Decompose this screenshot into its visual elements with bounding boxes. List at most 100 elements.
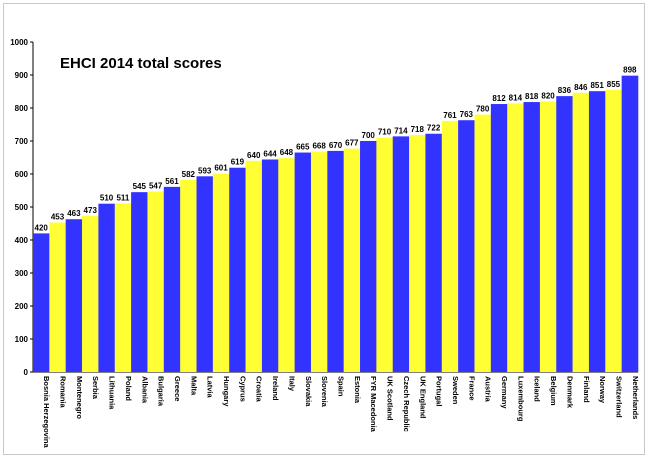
data-label: 814 <box>509 93 523 102</box>
x-axis-labels: Bosnia Herzegovina Romania Montenegro Serbi… <box>42 376 640 449</box>
data-label: 601 <box>214 164 228 173</box>
bars <box>33 75 639 373</box>
data-label: 640 <box>247 151 261 160</box>
data-label: 473 <box>84 206 98 215</box>
bar-switzerland <box>605 89 622 372</box>
data-label: 846 <box>574 83 588 92</box>
data-label: 665 <box>296 143 310 152</box>
bar-albania <box>131 192 148 372</box>
data-label: 547 <box>149 181 163 190</box>
data-label: 593 <box>198 166 212 175</box>
x-tick-label: Croatia <box>255 376 264 403</box>
bar-bulgaria <box>147 191 165 372</box>
x-tick-label: Bosnia Herzegovina <box>42 376 51 449</box>
bar-norway <box>588 91 606 373</box>
bar-austria <box>474 114 492 372</box>
x-tick-label: Romania <box>59 376 68 409</box>
y-tick-label: 1000 <box>10 38 28 47</box>
bar-lithuania <box>98 203 116 372</box>
y-tick-label: 700 <box>15 137 29 146</box>
bar-denmark <box>556 96 573 373</box>
bar-slovenia <box>310 151 328 372</box>
bar-finland <box>572 92 590 372</box>
data-label: 453 <box>51 213 65 222</box>
data-label: 836 <box>558 86 572 95</box>
y-tick-label: 100 <box>15 335 29 344</box>
bar-malta <box>180 179 197 372</box>
x-tick-label: Slovakia <box>304 376 313 407</box>
x-tick-label: Hungary <box>222 376 231 407</box>
x-tick-label: Slovenia <box>320 376 329 408</box>
x-tick-label: Sweden <box>451 376 460 405</box>
x-tick-label: Iceland <box>533 376 542 402</box>
bar-estonia <box>343 148 361 372</box>
y-tick-label: 0 <box>24 368 29 377</box>
bar-czech-republic <box>392 136 410 372</box>
bar-romania <box>49 222 66 372</box>
y-tick-label: 900 <box>15 71 29 80</box>
bar-italy <box>278 158 295 372</box>
data-label: 463 <box>67 209 81 218</box>
bar-montenegro <box>65 219 83 372</box>
x-tick-label: Norway <box>598 376 607 404</box>
y-tick-label: 200 <box>15 302 29 311</box>
x-tick-label: France <box>467 376 476 401</box>
x-tick-label: Albania <box>140 376 149 404</box>
x-tick-label: Lithuania <box>108 376 117 410</box>
bar-greece <box>163 186 181 372</box>
data-label: 780 <box>476 105 490 114</box>
x-tick-label: Poland <box>124 376 133 401</box>
data-label: 855 <box>607 80 621 89</box>
y-tick-label: 400 <box>15 236 29 245</box>
data-label: 420 <box>35 223 49 232</box>
y-tick-label: 800 <box>15 104 29 113</box>
data-label: 648 <box>280 148 294 157</box>
bar-belgium <box>539 101 557 373</box>
x-tick-label: Finland <box>582 376 591 403</box>
bar-bosnia-herzegovina <box>33 233 50 372</box>
x-tick-label: Malta <box>189 376 198 396</box>
data-label: 718 <box>411 125 425 134</box>
bar-germany <box>490 104 508 372</box>
data-label: 677 <box>345 139 359 148</box>
bar-cyprus <box>229 167 246 372</box>
bar-ireland <box>261 159 279 372</box>
x-tick-label: Bulgaria <box>157 376 166 407</box>
data-label: 582 <box>182 170 196 179</box>
y-tick-label: 600 <box>15 170 29 179</box>
bar-uk-scotland <box>376 137 394 372</box>
data-label: 818 <box>525 92 539 101</box>
x-tick-label: UK Scotland <box>386 376 395 421</box>
data-label: 561 <box>165 177 179 186</box>
data-label: 898 <box>623 66 637 75</box>
x-tick-label: Belgium <box>549 376 558 406</box>
bar-hungary <box>212 173 230 372</box>
data-label: 644 <box>263 149 277 158</box>
data-label: 511 <box>116 193 129 202</box>
x-tick-label: Italy <box>287 376 296 392</box>
data-label: 710 <box>378 128 392 137</box>
data-label: 812 <box>492 94 506 103</box>
x-tick-label: Cyprus <box>238 376 247 402</box>
bar-serbia <box>82 215 99 372</box>
x-tick-label: FYR Macedonia <box>369 376 378 433</box>
x-tick-label: Spain <box>337 376 346 397</box>
data-label: 763 <box>460 110 474 119</box>
y-axis-ticks: 0 100 200 300 400 500 600 700 800 900 1000 <box>10 38 33 377</box>
x-tick-label: Germany <box>500 376 509 409</box>
bar-sweden <box>441 120 459 373</box>
y-tick-label: 500 <box>15 203 29 212</box>
data-label: 700 <box>362 131 376 140</box>
x-tick-label: Denmark <box>565 376 574 409</box>
data-label: 761 <box>443 111 457 120</box>
chart-title: EHCI 2014 total scores <box>60 55 222 72</box>
data-label: 668 <box>312 142 326 151</box>
bar-slovakia <box>294 152 312 372</box>
data-label: 619 <box>231 158 245 167</box>
bar-fyr-macedonia <box>360 141 377 372</box>
x-tick-label: Portugal <box>435 376 444 406</box>
x-tick-label: Serbia <box>91 376 100 400</box>
bar-poland <box>114 203 132 372</box>
